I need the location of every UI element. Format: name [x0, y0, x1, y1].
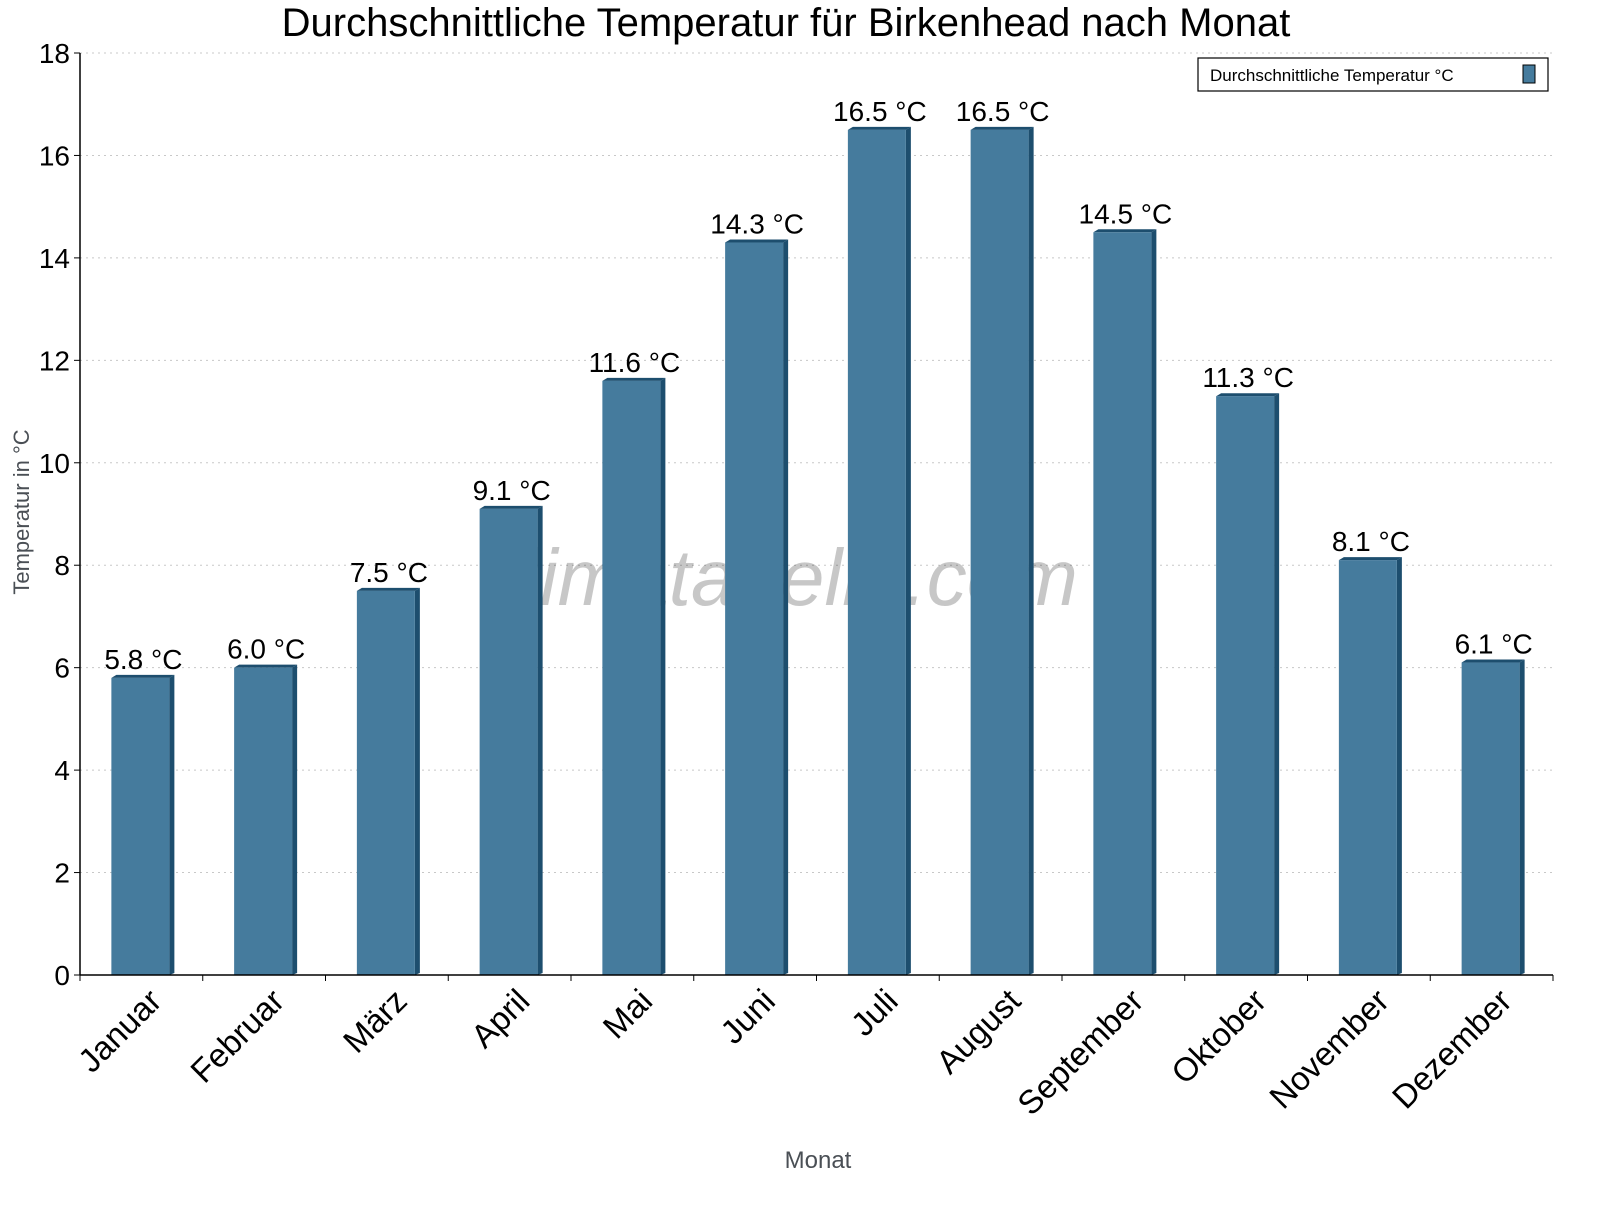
- x-tick-label: Januar: [71, 982, 169, 1080]
- x-tick-label: März: [336, 982, 414, 1060]
- bar-top: [1338, 557, 1402, 561]
- x-tick-label: Oktober: [1164, 982, 1273, 1091]
- x-tick-label: August: [929, 982, 1028, 1081]
- data-label: 7.5 °C: [350, 557, 428, 588]
- y-tick-label: 2: [54, 858, 70, 889]
- bar: [970, 129, 1029, 976]
- bar-top: [1093, 229, 1157, 233]
- bar-side: [660, 377, 666, 975]
- bar-side: [169, 674, 175, 975]
- bar-top: [725, 239, 789, 243]
- bar: [479, 508, 538, 975]
- x-tick-label: Februar: [183, 982, 291, 1090]
- data-label: 14.5 °C: [1079, 198, 1173, 229]
- legend-swatch: [1522, 64, 1536, 84]
- bar-top: [111, 674, 175, 678]
- bar-side: [537, 505, 543, 975]
- data-label: 11.3 °C: [1202, 362, 1294, 393]
- y-tick-label: 0: [54, 960, 70, 991]
- data-label: 16.5 °C: [956, 96, 1050, 127]
- y-axis-label: Temperatur in °C: [9, 429, 34, 594]
- data-label: 6.0 °C: [227, 634, 305, 665]
- x-tick-label: Juni: [713, 982, 782, 1051]
- x-tick-label: November: [1262, 982, 1396, 1116]
- bar-top: [847, 126, 911, 130]
- bar: [847, 129, 906, 976]
- bar-top: [1216, 393, 1280, 397]
- legend: Durchschnittliche Temperatur °C: [1197, 57, 1549, 92]
- y-tick-label: 16: [39, 140, 70, 171]
- bar: [1216, 396, 1275, 975]
- y-tick-label: 6: [54, 653, 70, 684]
- bar-side: [1519, 659, 1525, 975]
- bar: [234, 667, 293, 975]
- x-tick-label: Dezember: [1385, 982, 1519, 1116]
- legend-label: Durchschnittliche Temperatur °C: [1210, 66, 1454, 85]
- bar-top: [234, 664, 298, 668]
- grid: [80, 52, 1553, 874]
- bar-top: [356, 587, 420, 591]
- bar: [725, 242, 784, 975]
- data-label: 6.1 °C: [1455, 629, 1533, 660]
- bar-side: [783, 239, 789, 975]
- y-tick-label: 8: [54, 550, 70, 581]
- y-tick-label: 10: [39, 448, 70, 479]
- bar: [111, 677, 170, 975]
- bar-side: [1274, 393, 1280, 975]
- bar: [356, 590, 415, 975]
- bar: [602, 380, 661, 975]
- bar-top: [602, 377, 666, 381]
- data-label: 16.5 °C: [833, 96, 927, 127]
- bar-side: [905, 126, 911, 976]
- bar-side: [1396, 557, 1402, 975]
- y-tick-label: 4: [54, 755, 70, 786]
- bar-side: [1151, 229, 1157, 975]
- x-tick-label: September: [1010, 982, 1150, 1122]
- chart-title: Durchschnittliche Temperatur für Birkenh…: [282, 1, 1291, 45]
- legend-box: [1197, 57, 1549, 92]
- bar-top: [970, 126, 1034, 130]
- bar-side: [292, 664, 298, 975]
- data-label: 9.1 °C: [473, 475, 551, 506]
- x-axis-label: Monat: [785, 1147, 852, 1174]
- bar-top: [1461, 659, 1525, 663]
- data-label: 14.3 °C: [710, 209, 804, 240]
- x-tick-label: April: [464, 982, 537, 1055]
- data-label: 8.1 °C: [1332, 526, 1410, 557]
- data-label: 11.6 °C: [589, 347, 681, 378]
- bar-top: [479, 505, 543, 509]
- bar-side: [414, 587, 420, 975]
- bar: [1338, 560, 1397, 975]
- y-tick-label: 12: [39, 345, 70, 376]
- bar: [1461, 662, 1520, 975]
- y-tick-label: 18: [39, 38, 70, 69]
- data-label: 5.8 °C: [104, 644, 182, 675]
- y-tick-label: 14: [39, 243, 70, 274]
- x-tick-label: Juli: [844, 982, 905, 1043]
- bar: [1093, 232, 1152, 975]
- bar-side: [1028, 126, 1034, 976]
- x-tick-label: Mai: [596, 982, 660, 1046]
- bars: 5.8 °C 6.0 °C 7.5 °C 9.1 °C 11.6 °C 14.3 °C 16…: [104, 96, 1533, 976]
